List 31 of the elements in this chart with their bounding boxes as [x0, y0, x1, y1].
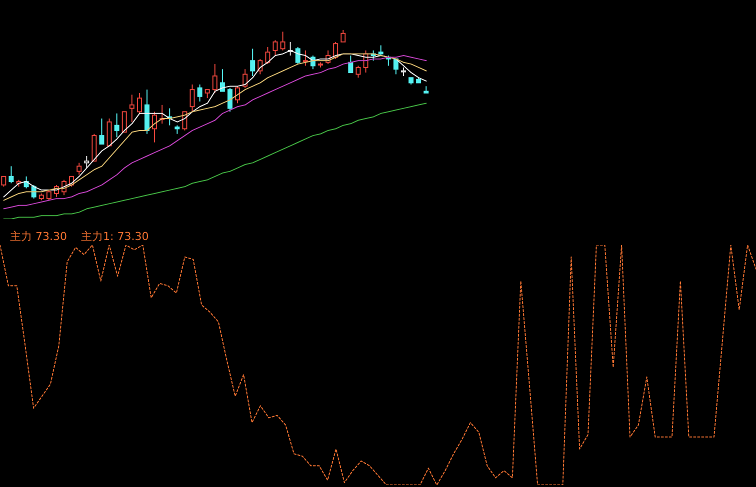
candlestick [227, 87, 232, 112]
candlestick [295, 46, 300, 65]
candlestick [378, 44, 384, 56]
candlestick [340, 30, 346, 42]
candlestick [302, 50, 308, 66]
candlestick [46, 190, 52, 201]
candlestick [220, 68, 225, 92]
candlestick [99, 118, 104, 145]
candlestick [8, 166, 14, 184]
candlestick [84, 156, 90, 168]
candlestick [76, 162, 82, 176]
candlestick [152, 111, 158, 143]
candlestick [272, 40, 278, 56]
candlestick [235, 86, 240, 104]
candlestick [197, 84, 202, 102]
candlestick [106, 118, 112, 146]
candlestick [348, 55, 354, 74]
text: 主力 73.30 [10, 229, 67, 244]
candlestick [136, 92, 142, 114]
candlestick [258, 58, 263, 75]
candlestick [356, 65, 361, 78]
candlestick [129, 94, 134, 122]
text: 主力1: 73.30 [81, 229, 149, 244]
candlestick [280, 31, 286, 51]
candlestick [212, 64, 218, 94]
candlestick [122, 111, 127, 133]
candlestick [265, 46, 270, 65]
candlestick [190, 84, 195, 112]
candlestick [242, 68, 248, 88]
candlestick [250, 48, 256, 76]
candlestick [114, 112, 120, 138]
